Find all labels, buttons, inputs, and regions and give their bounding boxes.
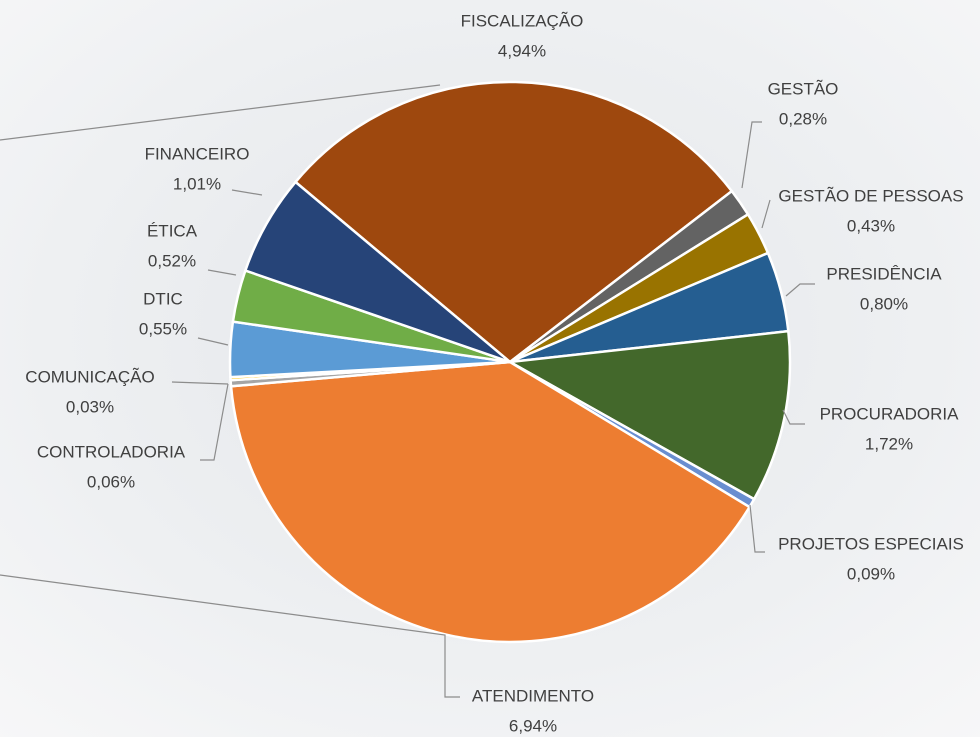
category-label: GESTÃO DE PESSOAS	[778, 186, 963, 205]
value-label: 4,94%	[498, 41, 546, 60]
category-label: GESTÃO	[768, 79, 839, 98]
value-label: 1,72%	[865, 434, 913, 453]
value-label: 0,03%	[66, 397, 114, 416]
value-label: 0,55%	[139, 319, 187, 338]
category-label: FINANCEIRO	[145, 144, 250, 163]
value-label: 0,28%	[779, 109, 827, 128]
category-label: PRESIDÊNCIA	[826, 264, 942, 283]
value-label: 0,06%	[87, 472, 135, 491]
category-label: PROJETOS ESPECIAIS	[778, 534, 964, 553]
category-label: PROCURADORIA	[820, 404, 960, 423]
value-label: 6,94%	[509, 716, 557, 735]
category-label: ÉTICA	[147, 221, 198, 240]
value-label: 1,01%	[173, 174, 221, 193]
category-label: COMUNICAÇÃO	[25, 367, 154, 386]
category-label: ATENDIMENTO	[472, 686, 594, 705]
category-label: FISCALIZAÇÃO	[461, 11, 584, 30]
chart: FISCALIZAÇÃO 4,94% GESTÃO 0,28% GESTÃO DE PE…	[0, 0, 980, 737]
pie	[230, 82, 790, 642]
value-label: 0,80%	[860, 294, 908, 313]
category-label: DTIC	[143, 289, 183, 308]
value-label: 0,52%	[148, 251, 196, 270]
value-label: 0,43%	[847, 216, 895, 235]
category-label: CONTROLADORIA	[37, 442, 186, 461]
value-label: 0,09%	[847, 564, 895, 583]
